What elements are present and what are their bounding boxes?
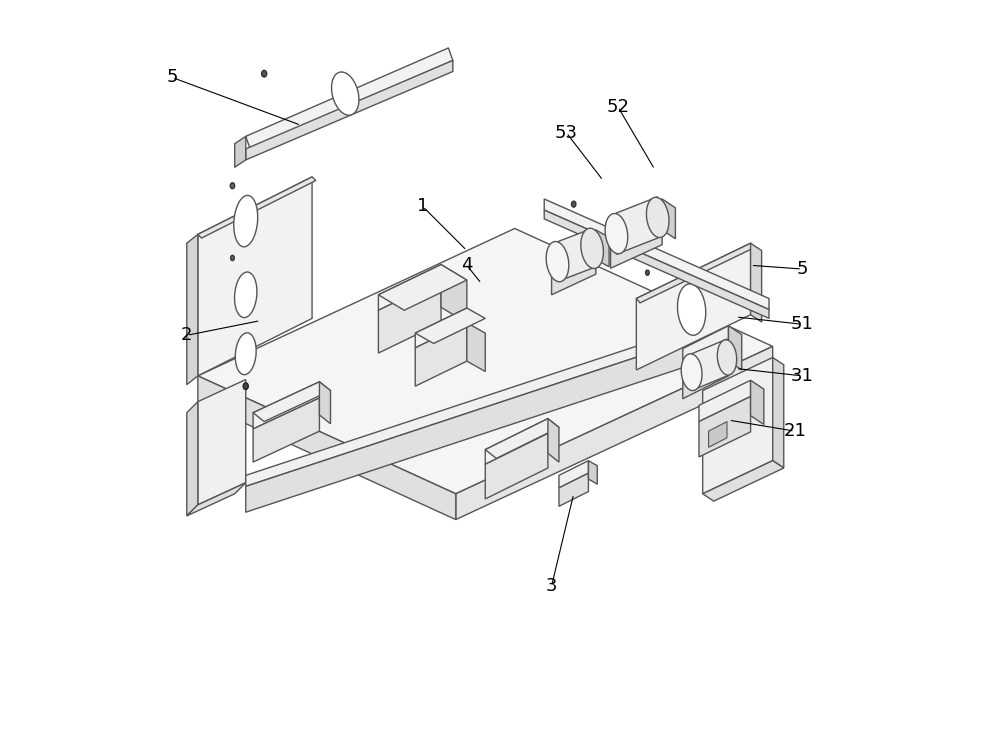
Polygon shape: [773, 357, 784, 468]
Polygon shape: [548, 419, 559, 462]
Polygon shape: [246, 324, 703, 486]
Text: 1: 1: [417, 198, 428, 215]
Text: 52: 52: [606, 98, 629, 116]
Ellipse shape: [231, 256, 234, 261]
Polygon shape: [198, 380, 246, 505]
Polygon shape: [485, 419, 548, 464]
Polygon shape: [699, 380, 751, 422]
Polygon shape: [246, 48, 453, 149]
Polygon shape: [415, 308, 485, 343]
Polygon shape: [456, 346, 773, 520]
Polygon shape: [552, 245, 596, 295]
Polygon shape: [683, 326, 728, 363]
Polygon shape: [253, 398, 319, 462]
Polygon shape: [636, 243, 751, 370]
Polygon shape: [415, 308, 467, 348]
Polygon shape: [544, 199, 769, 310]
Polygon shape: [253, 382, 330, 422]
Ellipse shape: [546, 242, 569, 282]
Ellipse shape: [717, 340, 737, 375]
Polygon shape: [751, 243, 762, 322]
Ellipse shape: [332, 72, 359, 115]
Polygon shape: [662, 199, 675, 239]
Polygon shape: [235, 136, 246, 167]
Text: 31: 31: [791, 367, 814, 385]
Polygon shape: [636, 243, 754, 303]
Polygon shape: [588, 461, 597, 484]
Polygon shape: [692, 339, 727, 391]
Polygon shape: [611, 214, 662, 268]
Polygon shape: [596, 230, 609, 267]
Polygon shape: [198, 228, 773, 494]
Polygon shape: [198, 376, 456, 520]
Polygon shape: [683, 340, 728, 399]
Polygon shape: [378, 265, 441, 310]
Polygon shape: [557, 228, 592, 282]
Text: 3: 3: [546, 577, 557, 595]
Polygon shape: [198, 177, 312, 376]
Polygon shape: [378, 280, 441, 353]
Ellipse shape: [243, 383, 248, 389]
Ellipse shape: [581, 228, 603, 268]
Polygon shape: [616, 197, 658, 254]
Ellipse shape: [605, 214, 628, 254]
Ellipse shape: [646, 270, 649, 276]
Text: 2: 2: [181, 326, 193, 344]
Ellipse shape: [235, 272, 257, 318]
Polygon shape: [703, 461, 784, 501]
Polygon shape: [703, 357, 773, 494]
Polygon shape: [378, 265, 467, 310]
Polygon shape: [246, 335, 703, 512]
Ellipse shape: [230, 183, 235, 189]
Polygon shape: [198, 177, 316, 238]
Polygon shape: [709, 422, 727, 447]
Polygon shape: [544, 210, 769, 318]
Polygon shape: [559, 461, 588, 488]
Text: 5: 5: [796, 260, 808, 278]
Ellipse shape: [677, 284, 706, 335]
Polygon shape: [319, 382, 330, 424]
Polygon shape: [559, 473, 588, 506]
Text: 4: 4: [461, 256, 473, 274]
Polygon shape: [246, 60, 453, 160]
Ellipse shape: [571, 201, 576, 207]
Ellipse shape: [235, 333, 256, 374]
Polygon shape: [611, 199, 662, 237]
Ellipse shape: [646, 198, 669, 237]
Ellipse shape: [681, 354, 702, 391]
Polygon shape: [467, 323, 485, 371]
Ellipse shape: [262, 70, 267, 77]
Polygon shape: [552, 230, 596, 265]
Ellipse shape: [234, 195, 258, 247]
Polygon shape: [415, 323, 467, 386]
Polygon shape: [485, 419, 559, 458]
Text: 53: 53: [555, 124, 578, 142]
Polygon shape: [728, 326, 742, 370]
Polygon shape: [699, 397, 751, 457]
Text: 21: 21: [783, 422, 806, 440]
Polygon shape: [187, 234, 198, 385]
Text: 51: 51: [791, 315, 814, 333]
Text: 5: 5: [166, 69, 178, 86]
Polygon shape: [187, 402, 198, 516]
Polygon shape: [441, 265, 467, 323]
Polygon shape: [187, 483, 246, 516]
Polygon shape: [751, 380, 764, 425]
Polygon shape: [253, 382, 319, 429]
Polygon shape: [485, 433, 548, 499]
